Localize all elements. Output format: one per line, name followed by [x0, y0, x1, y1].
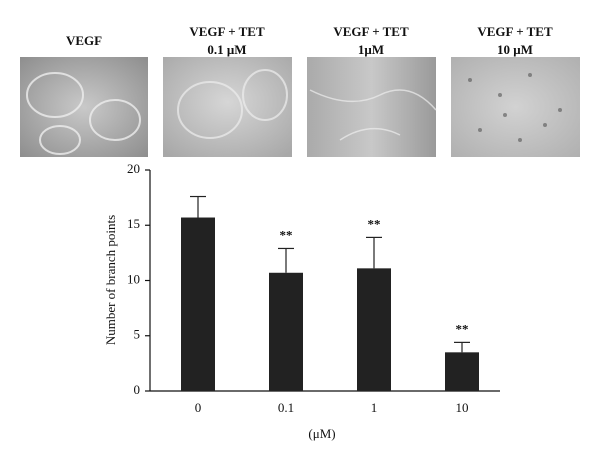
micrograph: [307, 57, 437, 157]
y-axis-label: Number of branch points: [103, 215, 118, 345]
x-axis-label: (μM): [308, 426, 335, 441]
bar: [357, 268, 391, 391]
y-tick-label: 5: [134, 327, 141, 342]
panel-label: 10 μM: [497, 42, 533, 57]
x-tick-label: 10: [456, 400, 469, 415]
micrograph: [20, 57, 148, 157]
micrograph: [451, 57, 580, 157]
x-tick-label: 0.1: [278, 400, 294, 415]
y-tick-label: 15: [127, 216, 140, 231]
bar: [269, 272, 303, 391]
micrograph: [163, 57, 292, 157]
panel-label: VEGF + TET: [333, 24, 409, 39]
panel-label: VEGF + TET: [477, 24, 553, 39]
y-tick-label: 10: [127, 271, 140, 286]
panel-label: VEGF + TET: [189, 24, 265, 39]
panel-label: VEGF: [66, 33, 102, 48]
significance-label: **: [280, 227, 293, 242]
panel-label: 1μM: [358, 42, 384, 57]
bar: [445, 352, 479, 391]
y-tick-label: 20: [127, 161, 140, 176]
bar: [181, 217, 215, 391]
panel-label: 0.1 μM: [207, 42, 246, 57]
significance-label: **: [456, 321, 469, 336]
x-tick-label: 1: [371, 400, 378, 415]
x-tick-label: 0: [195, 400, 202, 415]
y-tick-label: 0: [134, 382, 141, 397]
significance-label: **: [368, 216, 381, 231]
